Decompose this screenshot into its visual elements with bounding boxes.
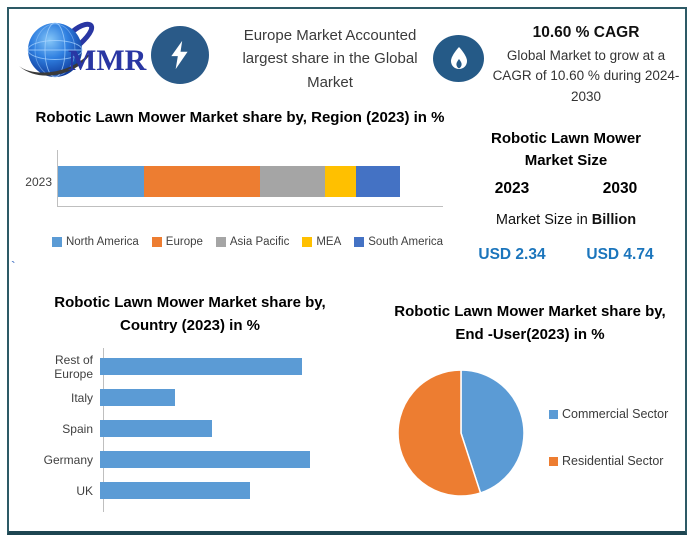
flame-badge [433, 35, 484, 82]
region-segment-asia-pacific [259, 166, 325, 197]
stray-mark: ` [11, 258, 16, 274]
legend-swatch [51, 237, 62, 247]
legend-label: MEA [316, 236, 342, 248]
lightning-icon [171, 40, 188, 70]
year-start: 2023 [494, 180, 530, 197]
country-row-italy: Italy [14, 382, 370, 413]
legend-swatch [302, 237, 313, 247]
legend-item-south-america: South America [354, 236, 443, 248]
legend-label: North America [65, 236, 139, 248]
year-end: 2030 [602, 180, 638, 197]
country-bar-area [100, 420, 317, 437]
legend-label: Residential Sector [562, 454, 664, 468]
country-chart-title: Robotic Lawn Mower Market share by, Coun… [54, 294, 326, 334]
cagr-title: 10.60 % CAGR [532, 24, 640, 41]
unit-bold: Billion [591, 212, 637, 228]
logo-text: MMR [68, 44, 147, 77]
country-row-spain: Spain [14, 413, 370, 444]
country-bar [100, 482, 250, 499]
country-label: Rest of Europe [54, 352, 93, 381]
legend-item-asia-pacific: Asia Pacific [215, 236, 290, 248]
legend-label: Commercial Sector [562, 407, 669, 421]
legend-swatch [549, 456, 558, 466]
unit-prefix: Market Size in [495, 212, 592, 228]
country-label: UK [76, 483, 93, 498]
legend-label: South America [368, 236, 444, 248]
country-bar-area [100, 389, 317, 406]
legend-item-north-america: North America [51, 236, 139, 248]
pie-slice-commercial-sector [460, 369, 525, 494]
legend-label: Asia Pacific [229, 236, 290, 248]
region-y-axis-line [57, 150, 58, 206]
region-segment-north-america [58, 166, 144, 197]
legend-item-commercial-sector: Commercial Sector [549, 407, 668, 421]
market-size-unit: Market Size in Billion [458, 212, 674, 228]
country-row-germany: Germany [14, 444, 370, 475]
country-bar-area [100, 451, 317, 468]
pie-slice-residential-sector [397, 369, 482, 497]
legend-item-mea: MEA [302, 236, 341, 248]
region-segment-europe [143, 166, 260, 197]
market-size-title: Robotic Lawn Mower Market Size [491, 130, 641, 169]
market-size-years: 2023 2030 [458, 180, 674, 198]
enduser-chart-title: Robotic Lawn Mower Market share by, End … [394, 303, 666, 343]
logo-blue-swoosh [68, 21, 95, 46]
cagr-subtitle: Global Market to grow at a CAGR of 10.60… [492, 48, 680, 104]
region-segment-mea [324, 166, 356, 197]
region-segment-south-america [355, 166, 400, 197]
value-end: USD 4.74 [586, 246, 654, 263]
value-start: USD 2.34 [478, 246, 546, 263]
region-category-label: 2023 [25, 175, 52, 189]
legend-item-europe: Europe [151, 236, 203, 248]
country-row-rest-of-europe: Rest of Europe [14, 351, 370, 382]
region-x-axis-line [57, 206, 443, 207]
country-bar [100, 358, 303, 375]
legend-swatch [354, 237, 365, 247]
legend-swatch [215, 237, 226, 247]
country-label: Germany [43, 452, 93, 467]
legend-swatch [151, 237, 162, 247]
region-legend: North America Europe Asia Pacific MEA South … [50, 236, 445, 248]
country-bar [100, 451, 310, 468]
country-label: Spain [62, 421, 93, 436]
legend-label: Europe [165, 236, 203, 248]
headline-text: Europe Market Accounted largest share in… [242, 27, 418, 91]
country-bar [100, 389, 175, 406]
mmr-logo: MMR [19, 21, 147, 78]
lightning-badge [151, 26, 209, 84]
country-bar [100, 420, 213, 437]
enduser-legend: Commercial Sector Residential Sector [549, 407, 668, 468]
region-chart-title: Robotic Lawn Mower Market share by, Regi… [35, 109, 445, 126]
region-stacked-bar [58, 166, 400, 197]
flame-icon [450, 46, 467, 69]
country-bar-area [100, 358, 317, 375]
country-label: Italy [70, 390, 93, 405]
country-row-uk: UK [14, 475, 370, 506]
cagr-block: 10.60 % CAGR Global Market to grow at a … [487, 24, 685, 107]
legend-item-residential-sector: Residential Sector [549, 454, 668, 468]
infographic-frame [7, 7, 687, 535]
legend-swatch [549, 409, 558, 419]
market-size-values: USD 2.34 USD 4.74 [458, 246, 674, 264]
country-bar-chart: Rest of Europe Italy Spain Germany UK [14, 351, 370, 506]
country-bar-area [100, 482, 317, 499]
enduser-pie-chart [397, 369, 525, 497]
